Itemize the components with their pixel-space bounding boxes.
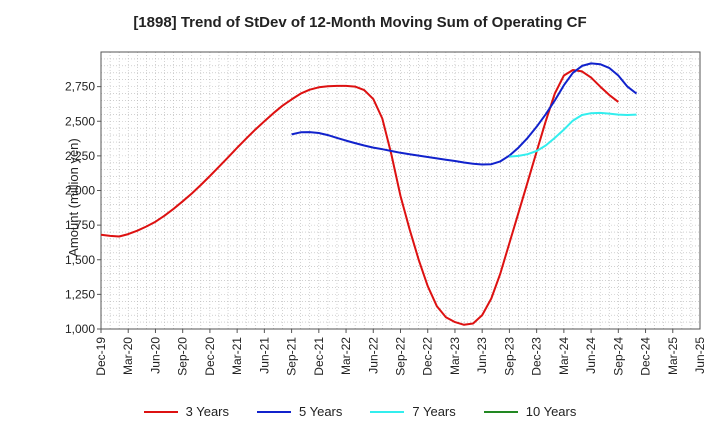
- legend-swatch: [370, 410, 405, 413]
- x-tick-label: Jun-20: [148, 337, 162, 374]
- legend-item: 3 Years: [143, 404, 229, 419]
- x-tick-label: Dec-21: [312, 337, 326, 376]
- legend-swatch: [257, 410, 291, 413]
- legend-swatch: [483, 410, 518, 413]
- x-tick-label: Mar-20: [121, 337, 135, 375]
- x-tick-label: Jun-23: [475, 337, 489, 374]
- x-tick-label: Jun-21: [257, 337, 271, 374]
- legend-label: 10 Years: [525, 404, 577, 419]
- y-tick-label: 1,750: [65, 218, 95, 232]
- x-tick-label: Mar-21: [230, 337, 244, 375]
- x-tick-label: Mar-25: [666, 337, 680, 375]
- legend-item: 10 Years: [483, 404, 577, 419]
- y-tick-label: 2,000: [65, 184, 95, 198]
- x-tick-label: Sep-22: [394, 337, 408, 376]
- y-tick-label: 2,750: [65, 80, 95, 94]
- y-tick-label: 2,500: [65, 114, 95, 128]
- series-line-7-years: [509, 111, 637, 158]
- series-line-3-years: [100, 69, 619, 326]
- x-tick-label: Dec-22: [421, 337, 435, 376]
- x-tick-label: Sep-20: [176, 337, 190, 376]
- x-tick-label: Sep-23: [502, 337, 516, 376]
- y-tick-label: 1,250: [65, 287, 95, 301]
- legend-swatch: [143, 410, 178, 413]
- legend-item: 7 Years: [370, 404, 456, 419]
- y-tick-label: 1,000: [65, 322, 95, 336]
- x-tick-label: Mar-22: [339, 337, 353, 375]
- x-tick-label: Mar-23: [448, 337, 462, 375]
- chart-title: [1898] Trend of StDev of 12-Month Moving…: [133, 14, 587, 31]
- x-tick-label: Dec-23: [530, 337, 544, 376]
- x-tick-label: Jun-22: [366, 337, 380, 374]
- x-tick-label: Dec-24: [639, 337, 653, 376]
- x-tick-label: Sep-24: [611, 337, 625, 376]
- y-tick-label: 1,500: [65, 253, 95, 267]
- legend-item: 5 Years: [257, 404, 342, 419]
- x-tick-label: Dec-19: [94, 337, 108, 376]
- legend-label: 3 Years: [185, 404, 229, 419]
- chart-plot: 1,000 1,250 1,500 1,750 2,000 2,250 2,500 2,750…: [65, 51, 707, 376]
- series-line-5-years: [291, 62, 638, 166]
- legend-label: 5 Years: [299, 404, 343, 419]
- x-tick-label: Sep-21: [285, 337, 299, 376]
- y-tick-label: 2,250: [65, 149, 95, 163]
- x-tick-label: Jun-25: [693, 337, 707, 374]
- x-tick-label: Jun-24: [584, 337, 598, 374]
- legend-label: 7 Years: [412, 404, 456, 419]
- x-tick-label: Dec-20: [203, 337, 217, 376]
- x-tick-label: Mar-24: [557, 337, 571, 375]
- legend: 3 Years 5 Years 7 Years 10 Years: [0, 404, 720, 419]
